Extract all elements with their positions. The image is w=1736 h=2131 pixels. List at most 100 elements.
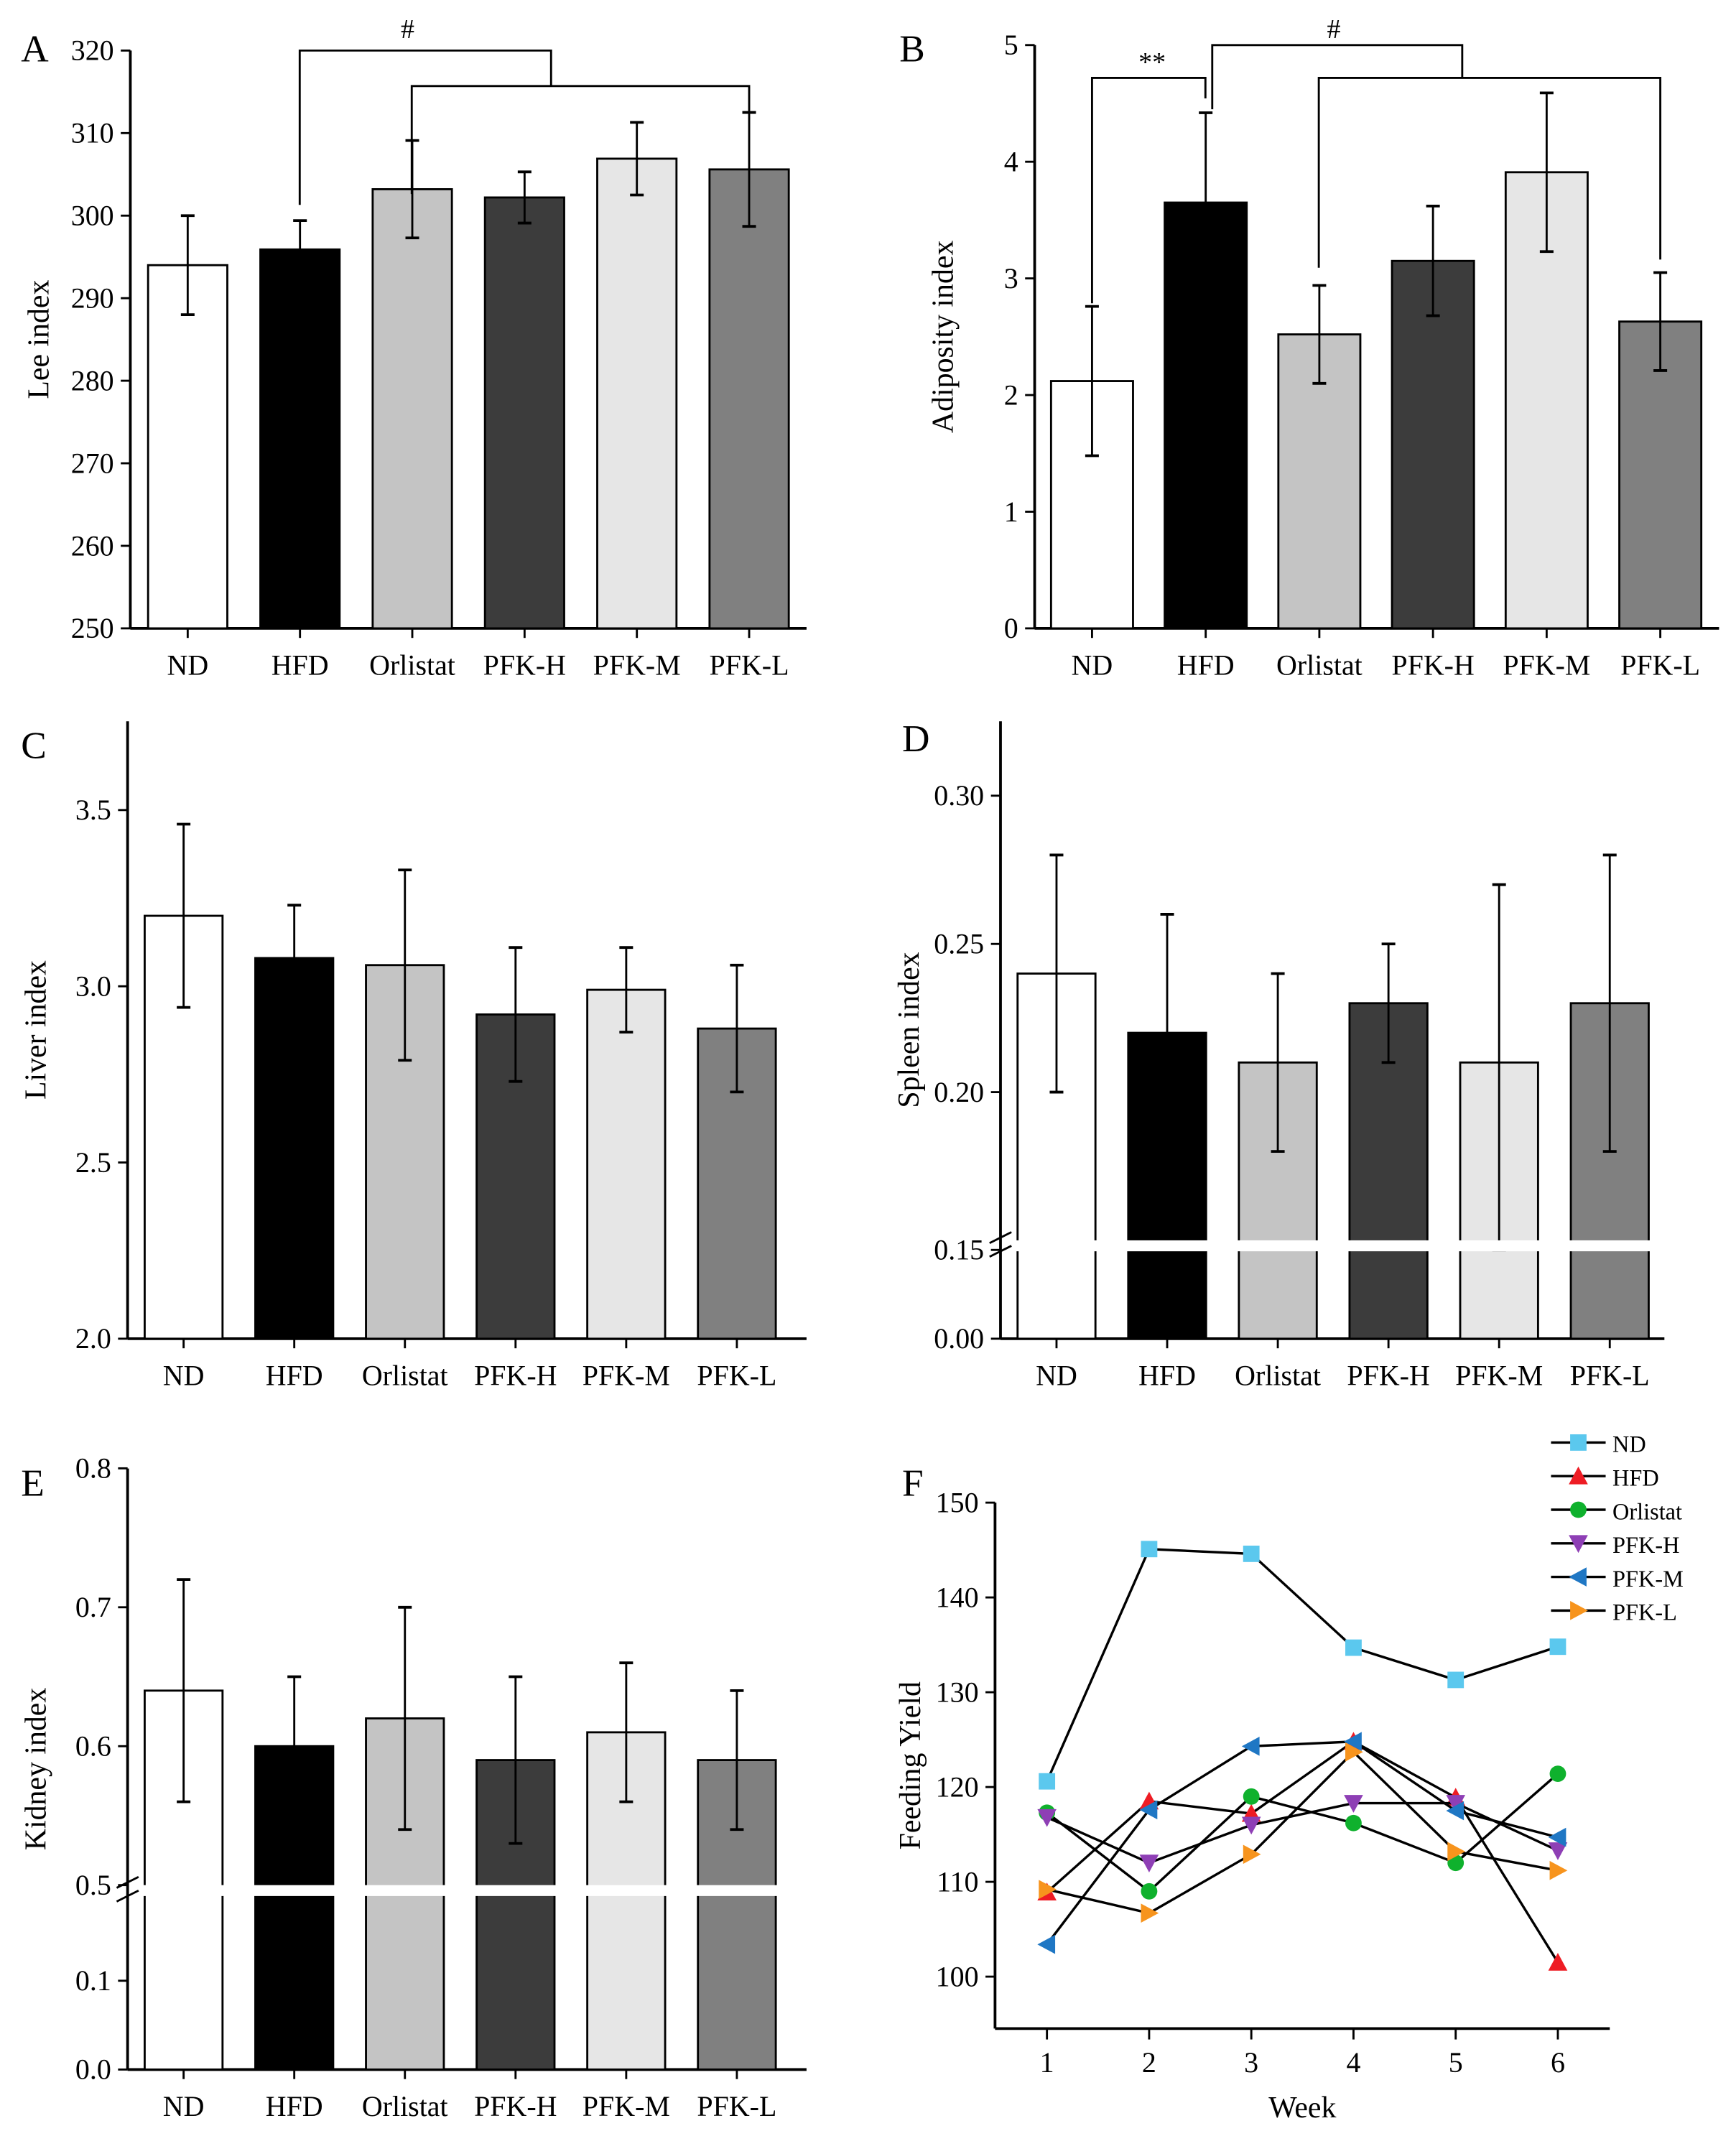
y-tick-label: 0.15 (934, 1234, 984, 1266)
marker-triangle-down (1548, 1842, 1568, 1860)
y-tick-label: 1 (1004, 496, 1018, 528)
y-axis-title: Lee index (22, 280, 55, 399)
y-tick-label: 270 (71, 447, 114, 479)
significance-bracket (298, 49, 751, 205)
bar-nd (147, 264, 228, 630)
marker-triangle-down (1241, 1816, 1261, 1835)
y-tick-label: 4 (1004, 146, 1018, 178)
x-tick-label: PFK-L (1570, 1360, 1650, 1392)
x-tick-label: Orlistat (362, 1360, 448, 1392)
marker-triangle-down (1569, 1535, 1588, 1554)
legend-item: ND (1551, 1431, 1646, 1457)
bar-pfk-l (708, 168, 790, 630)
series-pfk-m (1037, 1732, 1566, 1954)
marker-triangle-down (1344, 1795, 1363, 1813)
x-tick-label: 5 (1449, 2046, 1463, 2079)
series-line (1046, 1740, 1559, 1964)
x-axis-title: Week (1268, 2091, 1336, 2125)
x-tick-label: PFK-M (1503, 649, 1590, 682)
significance-mark: # (401, 14, 414, 45)
y-tick-label: 140 (936, 1581, 979, 1613)
marker-triangle-down (1139, 1854, 1159, 1873)
y-tick-label: 150 (936, 1486, 979, 1518)
y-axis-title: Adiposity index (927, 241, 960, 433)
x-tick-label: PFK-M (1455, 1360, 1543, 1392)
panel-label: E (21, 1462, 45, 1505)
y-tick-label: 2.5 (75, 1146, 111, 1179)
y-tick-label: 0.30 (934, 779, 984, 812)
y-tick-label: 3.0 (75, 970, 111, 1003)
marker-triangle-left (1569, 1567, 1587, 1587)
y-tick-label: 2 (1004, 379, 1018, 411)
marker-triangle-right (1345, 1742, 1363, 1762)
x-tick-label: HFD (266, 1360, 323, 1392)
x-tick-label: ND (167, 649, 208, 682)
marker-triangle-right (1447, 1842, 1466, 1862)
x-tick-label: 1 (1040, 2046, 1054, 2079)
panel-label: C (21, 725, 47, 767)
y-tick-label: 0.6 (75, 1730, 111, 1763)
y-axis-title: Kidney index (20, 1688, 53, 1851)
y-tick-label: 5 (1004, 29, 1018, 61)
marker-triangle-right (1570, 1601, 1588, 1620)
marker-triangle-down (1037, 1809, 1057, 1827)
y-axis-title: Spleen index (893, 952, 926, 1108)
y-tick-label: 0.25 (934, 928, 984, 960)
marker-triangle-down (1446, 1795, 1466, 1813)
legend-item: PFK-H (1551, 1532, 1679, 1558)
series-nd (1039, 1541, 1566, 1790)
marker-square (1549, 1638, 1566, 1656)
x-tick-label: PFK-M (582, 1360, 670, 1392)
marker-square (1243, 1545, 1260, 1562)
marker-triangle-right (1039, 1880, 1057, 1899)
y-tick-label: 0.0 (75, 2053, 111, 2086)
series-pfk-h (1037, 1795, 1568, 1873)
y-tick-label: 0.8 (75, 1452, 111, 1485)
x-tick-label: 3 (1244, 2046, 1258, 2079)
marker-square (1141, 1541, 1158, 1558)
x-tick-label: PFK-H (483, 649, 566, 682)
axis-break-mark (989, 1231, 1012, 1245)
marker-square (1039, 1773, 1056, 1790)
y-tick-label: 2.0 (75, 1322, 111, 1355)
bar-orlistat (371, 188, 453, 630)
y-tick-label: 130 (936, 1676, 979, 1708)
legend-label: HFD (1612, 1465, 1659, 1491)
bar-pfk-l (1618, 320, 1703, 630)
y-tick-label: 0 (1004, 612, 1018, 644)
y-tick-label: 310 (71, 117, 114, 149)
x-tick-label: PFK-L (1620, 649, 1700, 682)
x-tick-label: Orlistat (369, 649, 455, 682)
y-tick-label: 300 (71, 200, 114, 232)
marker-triangle-up (1548, 1952, 1568, 1971)
axis-break-mark (989, 1245, 1012, 1258)
significance-mark: ** (1138, 47, 1166, 78)
y-tick-label: 0.7 (75, 1591, 111, 1623)
y-tick-label: 110 (937, 1865, 978, 1898)
legend-label: PFK-L (1612, 1600, 1677, 1625)
marker-circle (1570, 1501, 1587, 1518)
bar-pfk-m (586, 988, 667, 1340)
x-tick-label: 6 (1551, 2046, 1565, 2079)
legend-item: PFK-M (1551, 1566, 1684, 1592)
x-tick-label: Orlistat (362, 2090, 448, 2122)
marker-square (1345, 1639, 1362, 1656)
x-tick-label: PFK-H (1347, 1360, 1429, 1392)
marker-triangle-left (1241, 1737, 1260, 1756)
y-tick-label: 3 (1004, 262, 1018, 294)
axis-break-gap (130, 1885, 809, 1896)
y-tick-label: 320 (71, 34, 114, 67)
significance-bracket (1090, 44, 1662, 304)
x-tick-label: ND (163, 2090, 205, 2122)
series-line (1046, 1740, 1559, 1946)
x-tick-label: ND (1036, 1360, 1077, 1392)
series-line (1046, 1773, 1559, 1893)
panel-F: F 100 110 120 130 140 150 Feeding Yield 1 2 3 4 5 6 We… (894, 1431, 1684, 2125)
legend-label: PFK-M (1612, 1566, 1684, 1592)
marker-triangle-right (1243, 1844, 1261, 1865)
axis-break-mark (116, 1889, 139, 1903)
x-tick-label: PFK-M (593, 649, 681, 682)
bar-hfd (254, 957, 335, 1340)
legend-label: PFK-H (1612, 1532, 1679, 1558)
panel-A: A 250 260 270 280 290 300 310 320 Lee index ND HFD O… (21, 14, 807, 682)
